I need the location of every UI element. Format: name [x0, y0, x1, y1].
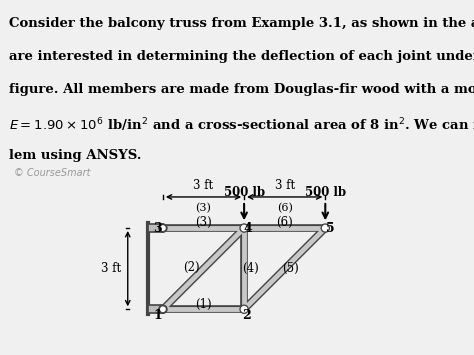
- Text: 1: 1: [154, 309, 163, 322]
- Text: (3): (3): [196, 203, 211, 213]
- Circle shape: [323, 225, 328, 231]
- Text: 3 ft: 3 ft: [274, 179, 295, 192]
- Text: 500 lb: 500 lb: [305, 186, 346, 199]
- Text: (6): (6): [277, 203, 292, 213]
- Text: © CourseSmart: © CourseSmart: [14, 168, 91, 178]
- Circle shape: [241, 225, 247, 231]
- Text: figure. All members are made from Douglas-fir wood with a modulus of elasticity : figure. All members are made from Dougla…: [9, 83, 474, 97]
- Text: (5): (5): [282, 262, 299, 275]
- Text: $E = 1.90 \times 10^6$ lb/in$^2$ and a cross-sectional area of 8 in$^2$. We can : $E = 1.90 \times 10^6$ lb/in$^2$ and a c…: [9, 116, 474, 136]
- Circle shape: [160, 225, 165, 231]
- Text: (6): (6): [276, 215, 293, 229]
- Text: lem using ANSYS.: lem using ANSYS.: [9, 149, 142, 163]
- Circle shape: [161, 307, 165, 311]
- Circle shape: [240, 305, 248, 313]
- Text: (1): (1): [195, 298, 212, 311]
- Text: (4): (4): [242, 262, 258, 275]
- Text: Consider the balcony truss from Example 3.1, as shown in the accompanying figure: Consider the balcony truss from Example …: [9, 17, 474, 31]
- Circle shape: [160, 307, 165, 312]
- Circle shape: [159, 224, 167, 232]
- Circle shape: [159, 305, 167, 313]
- Circle shape: [159, 225, 166, 231]
- Text: are interested in determining the deflection of each joint under the loading sho: are interested in determining the deflec…: [9, 50, 474, 64]
- Text: (2): (2): [183, 261, 200, 274]
- Circle shape: [321, 224, 329, 232]
- Bar: [148, 305, 163, 313]
- Circle shape: [159, 306, 166, 313]
- Text: 2: 2: [242, 309, 251, 322]
- Text: 500 lb: 500 lb: [224, 186, 264, 199]
- Text: 3: 3: [153, 222, 161, 235]
- Text: (3): (3): [195, 215, 212, 229]
- Circle shape: [240, 224, 248, 232]
- Text: 3 ft: 3 ft: [101, 262, 121, 275]
- Text: 5: 5: [326, 222, 335, 235]
- Circle shape: [161, 226, 165, 230]
- Text: 4: 4: [244, 222, 253, 235]
- Circle shape: [241, 307, 247, 312]
- Text: 3 ft: 3 ft: [193, 179, 214, 192]
- Bar: [148, 224, 163, 232]
